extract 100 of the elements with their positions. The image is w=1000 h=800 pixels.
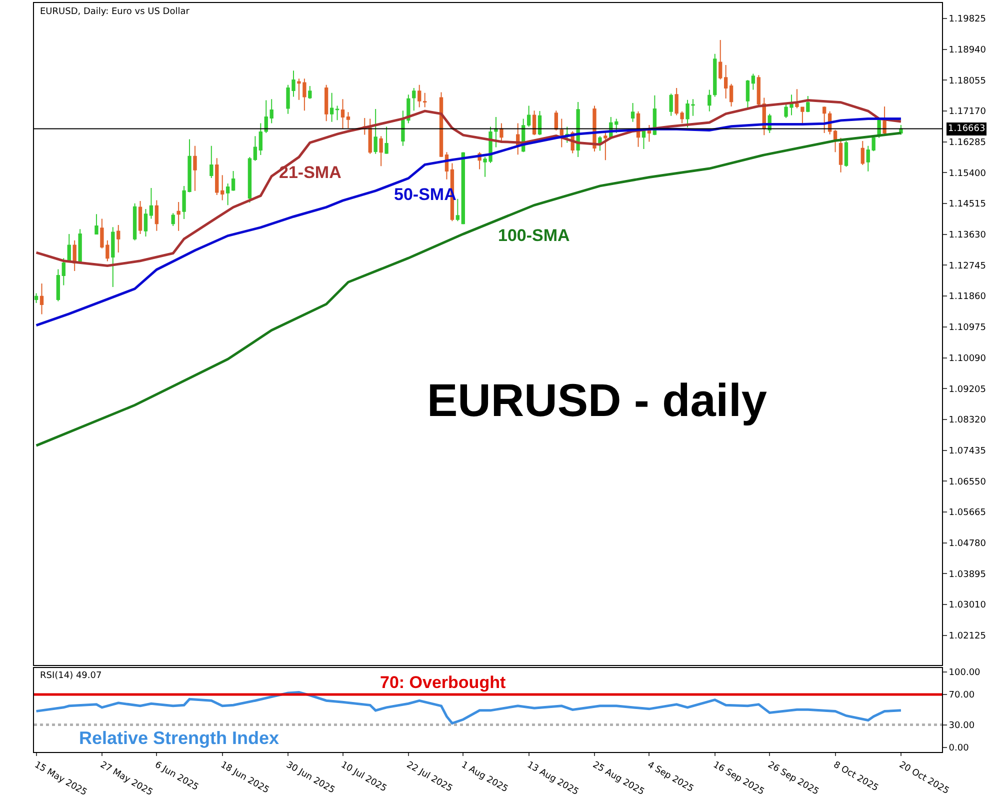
y-tick-label: 1.13630: [948, 230, 986, 241]
annotation: Relative Strength Index: [79, 728, 280, 748]
candlestick: [132, 202, 137, 241]
y-tick-label: 1.10090: [948, 354, 986, 364]
candlestick: [860, 140, 864, 166]
series-label: 21-SMA: [279, 163, 342, 182]
line-series: [35, 691, 902, 725]
candlestick: [500, 122, 504, 144]
candlestick: [379, 136, 383, 167]
candlestick: [838, 137, 843, 173]
candlestick: [215, 158, 219, 196]
candlestick: [220, 174, 224, 201]
candlestick: [494, 116, 498, 148]
candlestick: [40, 283, 44, 315]
candlestick: [669, 93, 673, 116]
y-tick-label: 1.16285: [948, 138, 986, 148]
candlestick: [882, 106, 886, 136]
candlestick: [111, 226, 115, 288]
candlestick: [604, 132, 608, 161]
candlestick: [94, 214, 98, 235]
line-series: [35, 98, 902, 268]
y-tick-label: 1.03010: [948, 600, 986, 611]
candlestick: [423, 92, 427, 108]
candlestick: [210, 145, 214, 178]
candlestick: [384, 126, 388, 154]
candlestick: [822, 106, 826, 134]
candlestick: [456, 198, 460, 222]
y-tick-label: 1.18940: [948, 46, 986, 56]
candlestick: [374, 108, 378, 154]
series-label: 100-SMA: [498, 226, 570, 245]
y-tick-label: 100.00: [948, 668, 981, 678]
y-tick-label: 1.08320: [948, 416, 986, 426]
y-tick-label: 1.07435: [948, 446, 986, 456]
candlestick: [746, 80, 750, 109]
candlestick: [718, 39, 722, 80]
candlestick: [647, 124, 652, 142]
candlestick: [538, 110, 542, 136]
candlestick: [708, 89, 712, 112]
candlestick: [330, 92, 334, 122]
y-tick-label: 1.12745: [948, 261, 986, 272]
y-tick-label: 1.02125: [948, 631, 986, 642]
candlestick: [226, 183, 230, 206]
y-tick-label: 1.09205: [948, 384, 986, 395]
candlestick: [116, 224, 120, 254]
y-tick-label: 0.00: [948, 744, 970, 754]
candlestick: [154, 200, 159, 232]
candlestick: [526, 105, 531, 128]
candlestick: [418, 84, 422, 108]
y-tick-label: 1.14515: [948, 200, 986, 210]
candlestick: [253, 136, 258, 162]
y-tick-label: 1.15400: [948, 168, 986, 179]
candlestick: [554, 110, 558, 132]
y-tick-label: 1.06550: [948, 477, 986, 488]
line-series: [35, 132, 902, 447]
candlestick: [144, 208, 148, 237]
ref-line-label: 1.16663: [948, 124, 986, 134]
candlestick: [560, 118, 564, 148]
candlestick: [258, 122, 262, 156]
candlestick: [844, 140, 848, 168]
y-tick-label: 1.18055: [948, 76, 986, 86]
y-tick-label: 1.05665: [948, 508, 986, 518]
candlestick: [78, 228, 82, 264]
candlestick: [335, 105, 340, 121]
candlestick: [872, 134, 876, 152]
text: EURUSD, Daily: Euro vs US Dollar: [40, 7, 190, 17]
candlestick: [149, 188, 154, 220]
candlestick: [62, 258, 66, 286]
candlestick: [248, 156, 252, 204]
y-tick-label: 30.00: [948, 720, 975, 731]
candlestick: [176, 201, 180, 232]
candlestick: [866, 145, 870, 172]
candlestick: [630, 102, 635, 122]
candlestick: [324, 84, 328, 122]
candlestick: [308, 85, 312, 100]
candlestick: [833, 129, 838, 153]
candlestick: [532, 110, 536, 136]
chart-title: RSI(14) 49.07: [40, 671, 102, 681]
candlestick: [729, 83, 734, 107]
candlestick: [231, 170, 236, 192]
candlestick: [264, 100, 268, 134]
candlestick: [756, 74, 761, 106]
y-tick-label: 1.10975: [948, 323, 986, 334]
candlestick: [751, 73, 756, 90]
line-series: [35, 117, 902, 327]
y-tick-label: 1.03895: [948, 570, 986, 580]
candlestick: [346, 112, 350, 129]
candlestick: [412, 88, 416, 112]
candlestick: [72, 240, 76, 272]
y-tick-label: 1.04780: [948, 538, 986, 549]
candlestick: [368, 118, 372, 154]
candlestick: [56, 268, 60, 302]
candlestick: [193, 145, 197, 192]
candlestick: [461, 152, 465, 225]
candlestick: [724, 64, 728, 99]
candlestick: [806, 96, 810, 113]
y-tick-label: 1.11860: [948, 292, 986, 302]
candlestick: [713, 53, 717, 98]
y-tick-label: 1.17170: [948, 107, 986, 118]
text: EURUSD - daily: [427, 374, 768, 426]
candlestick: [340, 98, 345, 130]
